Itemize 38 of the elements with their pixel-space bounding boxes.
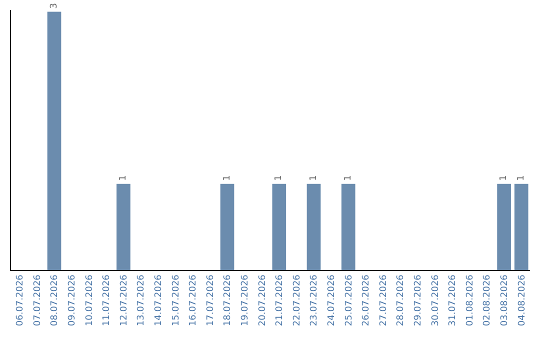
x-tick-label: 16.07.2026 [188,274,199,326]
x-tick-label: 25.07.2026 [344,274,354,326]
x-tick-label: 30.07.2026 [430,274,441,326]
x-tick-label: 20.07.2026 [258,274,268,326]
x-tick-label: 24.07.2026 [326,274,337,326]
x-tick-label: 07.07.2026 [32,274,43,326]
data-label: 1 [118,175,128,181]
x-tick-label: 10.07.2026 [84,274,95,326]
x-tick-label: 22.07.2026 [292,274,302,326]
data-label: 1 [516,175,526,181]
x-tick-label: 11.07.2026 [102,274,112,326]
x-tick-label: 03.08.2026 [500,274,510,326]
x-tick-label: 09.07.2026 [67,274,78,326]
data-label: 1 [343,175,354,181]
x-tick-label: 02.08.2026 [482,274,493,326]
x-tick-label: 06.07.2026 [16,274,26,326]
x-tick-label: 17.07.2026 [206,274,216,326]
x-tick-label: 04.08.2026 [517,274,528,326]
data-label: 3 [49,2,60,9]
x-tick-label: 28.07.2026 [396,274,406,326]
x-tick-label: 21.07.2026 [275,274,286,326]
x-tick-label: 14.07.2026 [154,274,164,326]
data-label: 1 [308,175,319,181]
x-tick-label: 01.08.2026 [465,274,476,326]
x-tick-label: 23.07.2026 [310,274,320,326]
x-tick-label: 29.07.2026 [413,274,424,326]
x-tick-label: 08.07.2026 [50,274,60,326]
x-tick-label: 31.07.2026 [448,274,458,326]
x-tick-label: 18.07.2026 [223,274,234,326]
x-tick-label: 19.07.2026 [240,274,250,326]
x-tick-label: 26.07.2026 [362,274,372,326]
x-tick-label: 15.07.2026 [171,274,182,326]
x-tick-label: 12.07.2026 [119,274,130,326]
x-tick-label: 13.07.2026 [136,274,147,326]
x-tick-label: 27.07.2026 [378,274,389,326]
data-label: 1 [274,175,284,181]
data-label: 1 [499,175,510,181]
data-label: 1 [222,175,232,181]
